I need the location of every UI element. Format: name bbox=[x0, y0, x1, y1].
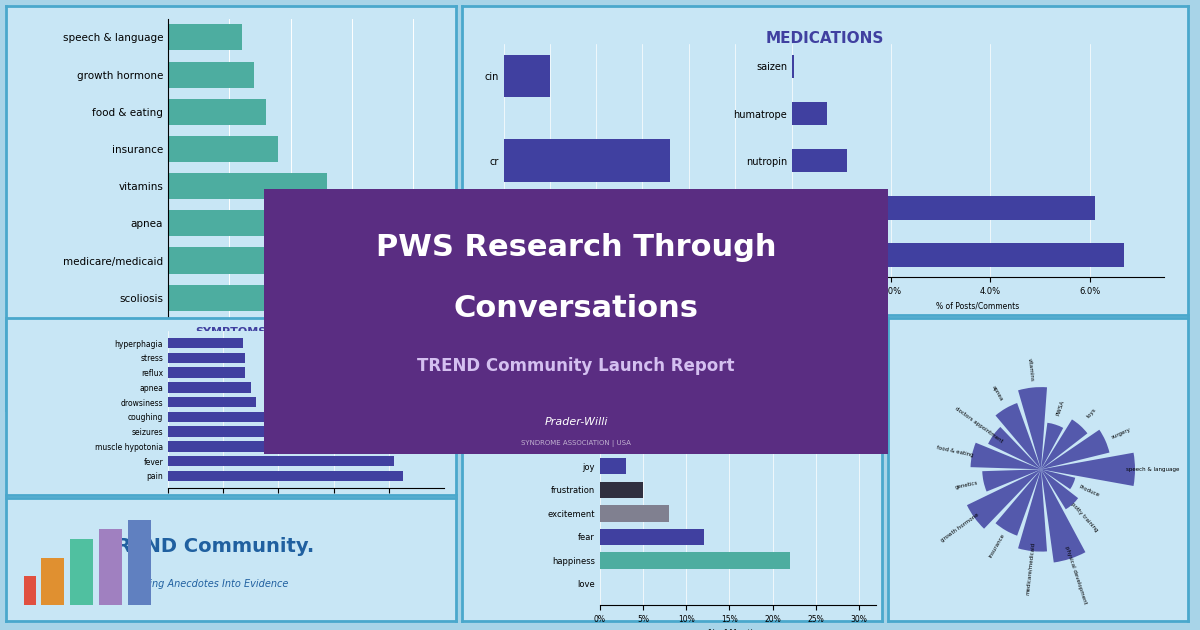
Text: genetics: genetics bbox=[954, 480, 978, 490]
Bar bbox=[168, 136, 278, 162]
X-axis label: % of Posts/Comments: % of Posts/Comments bbox=[936, 302, 1020, 311]
Text: food & eating: food & eating bbox=[936, 445, 973, 457]
Text: TREND Community Launch Report: TREND Community Launch Report bbox=[418, 357, 734, 375]
Bar bbox=[1042, 420, 1087, 469]
Bar bbox=[168, 427, 278, 437]
Bar bbox=[1018, 469, 1048, 552]
Text: Prader-Willi: Prader-Willi bbox=[545, 417, 607, 427]
Text: apnea: apnea bbox=[990, 384, 1003, 402]
Bar bbox=[168, 367, 245, 378]
Bar bbox=[168, 285, 401, 311]
Bar bbox=[792, 149, 846, 173]
Bar bbox=[792, 243, 1124, 266]
Bar bbox=[1042, 469, 1075, 489]
Bar bbox=[168, 99, 266, 125]
Bar bbox=[70, 539, 94, 605]
Bar bbox=[168, 456, 395, 466]
Text: PWSA: PWSA bbox=[1056, 399, 1066, 416]
Legend: happiness, fear, anger, sadness, disgust: happiness, fear, anger, sadness, disgust bbox=[936, 552, 997, 601]
Bar bbox=[983, 469, 1042, 491]
Text: medicare/medicaid: medicare/medicaid bbox=[1025, 542, 1036, 595]
Bar bbox=[168, 353, 245, 363]
Bar bbox=[1042, 453, 1135, 486]
Bar bbox=[988, 427, 1042, 469]
Text: vitamins: vitamins bbox=[1027, 358, 1034, 382]
Bar bbox=[971, 443, 1042, 469]
Bar bbox=[1042, 423, 1063, 469]
X-axis label: % of Mentions: % of Mentions bbox=[278, 513, 334, 522]
Text: potty training: potty training bbox=[1070, 501, 1099, 533]
Text: toys: toys bbox=[1086, 406, 1098, 418]
Bar bbox=[168, 25, 241, 50]
Bar bbox=[600, 364, 628, 381]
Text: insurance: insurance bbox=[988, 533, 1006, 559]
Text: physical development: physical development bbox=[1063, 546, 1087, 605]
Text: Turning Anecdotes Into Evidence: Turning Anecdotes Into Evidence bbox=[128, 579, 289, 588]
Bar bbox=[127, 520, 151, 605]
Bar bbox=[12, 576, 36, 605]
Bar bbox=[600, 411, 635, 427]
Bar bbox=[996, 403, 1042, 469]
Bar bbox=[168, 359, 438, 385]
Bar bbox=[600, 529, 703, 545]
Bar bbox=[1042, 430, 1110, 469]
Text: doctors appointment: doctors appointment bbox=[954, 406, 1004, 444]
Bar bbox=[168, 397, 257, 407]
Bar bbox=[996, 469, 1042, 536]
Bar bbox=[168, 210, 377, 236]
Text: speech & language: speech & language bbox=[1126, 467, 1180, 472]
Bar bbox=[168, 62, 254, 88]
Bar bbox=[600, 435, 638, 451]
X-axis label: % of Mentions: % of Mentions bbox=[708, 629, 768, 630]
Bar bbox=[504, 139, 670, 182]
Text: MEDICATIONS: MEDICATIONS bbox=[766, 31, 884, 46]
Bar bbox=[168, 248, 389, 273]
Bar bbox=[792, 55, 794, 78]
Bar bbox=[1042, 469, 1078, 509]
Text: Conversations: Conversations bbox=[454, 294, 698, 323]
Bar bbox=[168, 441, 293, 452]
X-axis label: % of Posts/Comments: % of Posts/Comments bbox=[582, 312, 666, 321]
Bar bbox=[168, 382, 251, 392]
Bar bbox=[1042, 469, 1086, 563]
Text: TREND Community.: TREND Community. bbox=[103, 537, 314, 556]
Text: SYMPTOMS: SYMPTOMS bbox=[196, 327, 266, 337]
Bar bbox=[792, 102, 827, 125]
Text: growth hormone: growth hormone bbox=[941, 513, 980, 544]
Text: PWS Research Through: PWS Research Through bbox=[376, 232, 776, 261]
Bar bbox=[600, 340, 626, 357]
Bar bbox=[600, 387, 632, 404]
Bar bbox=[504, 55, 550, 97]
Bar bbox=[792, 196, 1094, 219]
Text: surgery: surgery bbox=[1111, 427, 1132, 440]
Bar bbox=[504, 224, 707, 266]
Bar bbox=[1018, 387, 1048, 469]
Bar bbox=[41, 558, 65, 605]
Bar bbox=[168, 173, 328, 199]
Bar bbox=[168, 471, 403, 481]
Bar bbox=[168, 412, 265, 422]
Bar bbox=[168, 322, 426, 348]
Bar bbox=[600, 505, 670, 522]
Bar bbox=[600, 552, 790, 569]
Text: Produce: Produce bbox=[1079, 484, 1100, 498]
Bar bbox=[98, 529, 122, 605]
Bar bbox=[600, 481, 643, 498]
Bar bbox=[967, 469, 1042, 529]
Bar bbox=[600, 458, 626, 474]
Text: SYNDROME ASSOCIATION | USA: SYNDROME ASSOCIATION | USA bbox=[521, 440, 631, 447]
X-axis label: percent q...: percent q... bbox=[284, 416, 334, 425]
Bar bbox=[168, 338, 242, 348]
